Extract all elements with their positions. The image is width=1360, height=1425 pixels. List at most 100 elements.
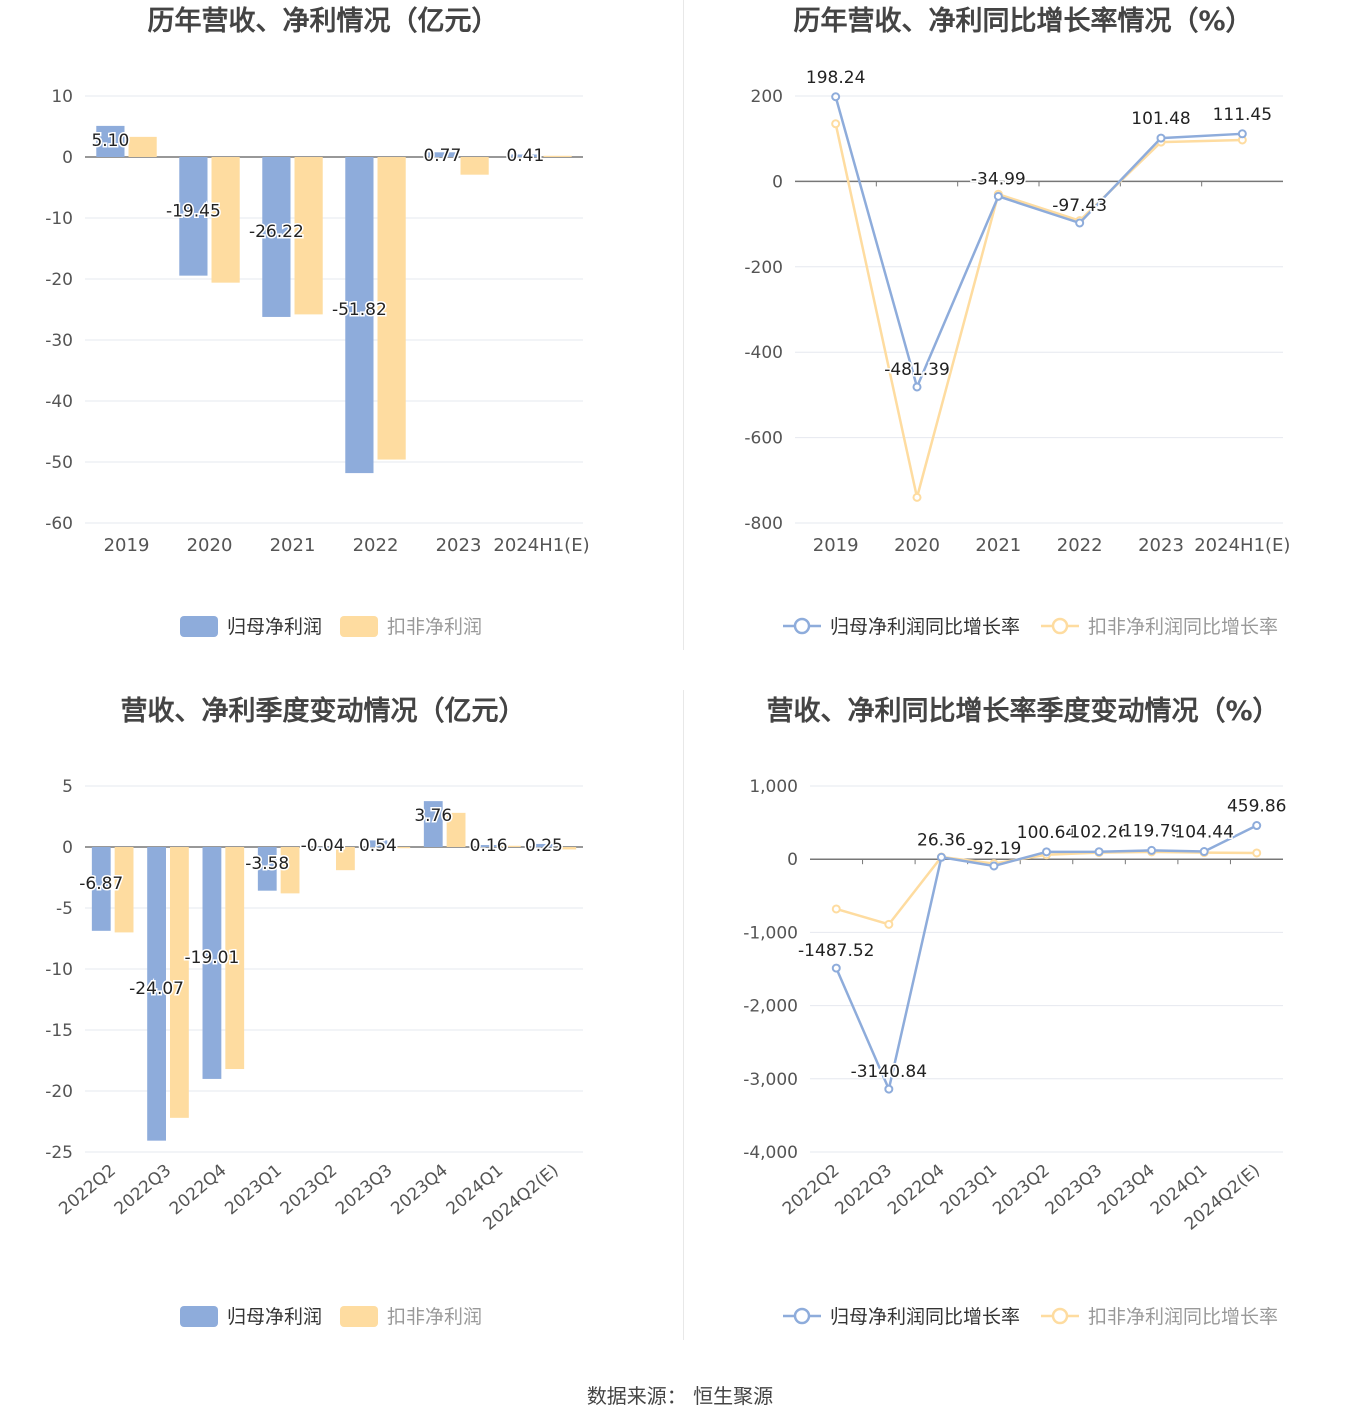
bar-deducted-net-profit — [280, 847, 300, 894]
bar-deducted-net-profit — [128, 136, 157, 157]
bar-parent-net-profit — [345, 157, 374, 474]
y-tick-label: -40 — [45, 392, 73, 412]
x-tick-label: 2022 — [353, 535, 399, 556]
point-parent-growth — [884, 1084, 894, 1094]
data-label: 3.76 — [414, 806, 452, 826]
x-tick-label: 2023Q3 — [1042, 1161, 1107, 1220]
point-parent-growth — [1042, 847, 1051, 857]
data-label: -3140.84 — [851, 1062, 927, 1082]
y-tick-label: 0 — [772, 172, 783, 192]
bar-deducted-net-profit — [502, 845, 521, 847]
annual-growth-chart: 历年营收、净利同比增长率情况（%） 200 0 -200 -400 -600 -800 201… — [680, 0, 1360, 690]
y-tick-label: -800 — [744, 514, 783, 534]
x-tick-label: 2023Q3 — [332, 1161, 397, 1220]
data-label: -34.99 — [971, 169, 1026, 189]
point-parent-growth — [1075, 218, 1085, 228]
x-tick-label: 2019 — [104, 535, 150, 556]
bar-deducted-net-profit — [446, 812, 466, 847]
bar-deducted-net-profit — [294, 157, 323, 315]
bar-parent-net-profit — [147, 847, 166, 1141]
series-line-parent-growth — [834, 96, 1243, 391]
x-tick-label: 2022Q3 — [111, 1161, 176, 1220]
legend-swatch — [1051, 1307, 1069, 1325]
point-deducted-growth — [912, 492, 922, 502]
legend-label: 归母净利润同比增长率 — [830, 616, 1020, 638]
y-tick-label: 10 — [51, 87, 73, 107]
x-tick-label: 2020 — [894, 535, 940, 556]
legend-swatch — [340, 616, 378, 637]
quarterly-profit-chart: 营收、净利季度变动情况（亿元） 5 0 -5 -10 -15 -20 -25 2022Q2 202… — [0, 690, 680, 1380]
point-parent-growth — [1156, 133, 1166, 143]
x-tick-label: 2019 — [813, 535, 859, 556]
x-tick-label: 2023Q2 — [989, 1161, 1054, 1220]
data-label: 111.45 — [1213, 105, 1272, 125]
point-parent-growth — [993, 191, 1003, 201]
y-tick-label: -200 — [744, 258, 783, 278]
legend-label: 扣非净利润 — [387, 1306, 482, 1328]
bar-parent-net-profit — [91, 847, 111, 931]
legend-swatch — [180, 616, 218, 637]
x-tick-label: 2022 — [1057, 535, 1103, 556]
chart-title: 营收、净利同比增长率季度变动情况（%） — [766, 695, 1279, 727]
x-tick-label: 2024H1(E) — [1194, 535, 1290, 556]
point-parent-growth — [831, 92, 841, 102]
data-label: 459.86 — [1227, 797, 1286, 817]
x-tick-label: 2023Q1 — [221, 1161, 286, 1220]
data-label: -19.45 — [166, 201, 221, 221]
point-deducted-growth — [831, 119, 841, 129]
bar-deducted-net-profit — [557, 847, 577, 850]
y-tick-label: -3,000 — [743, 1070, 798, 1090]
data-label: 5.10 — [91, 131, 129, 151]
bar-parent-net-profit — [534, 843, 554, 847]
legend-label: 扣非净利润同比增长率 — [1088, 1306, 1278, 1328]
y-tick-label: -20 — [45, 1082, 73, 1102]
data-label: 0.54 — [359, 836, 397, 856]
y-tick-label: -15 — [45, 1021, 73, 1041]
legend-swatch — [1051, 617, 1069, 635]
data-label: -3.58 — [245, 854, 289, 874]
y-tick-label: 1,000 — [749, 777, 798, 797]
point-deducted-growth — [1252, 848, 1262, 858]
bar-parent-net-profit — [368, 840, 388, 847]
legend-swatch — [793, 617, 811, 635]
point-parent-growth — [1199, 847, 1209, 857]
x-tick-label: 2022Q3 — [832, 1161, 897, 1220]
data-label: 0.77 — [423, 146, 461, 166]
bar-parent-net-profit — [179, 157, 208, 276]
y-tick-label: -4,000 — [743, 1143, 798, 1163]
point-parent-growth — [1094, 847, 1104, 857]
chart-title: 历年营收、净利同比增长率情况（%） — [793, 5, 1252, 37]
bar-deducted-net-profit — [225, 847, 245, 1070]
data-label: -51.82 — [332, 300, 387, 320]
data-label: 198.24 — [806, 68, 865, 88]
chart-svg: 营收、净利同比增长率季度变动情况（%） 1,000 0 -1,000 -2,000 -3,… — [743, 695, 1288, 1328]
y-tick-label: -600 — [744, 429, 783, 449]
y-tick-label: 0 — [787, 850, 798, 870]
y-tick-label: 0 — [62, 148, 73, 168]
data-label: -1487.52 — [798, 941, 874, 961]
data-label: -6.87 — [79, 874, 123, 894]
point-parent-growth — [1147, 845, 1157, 855]
data-label: 104.44 — [1174, 823, 1233, 843]
data-label: -481.39 — [884, 360, 950, 380]
data-label: -26.22 — [249, 222, 304, 242]
x-tick-label: 2023 — [1138, 535, 1184, 556]
legend-label: 归母净利润同比增长率 — [830, 1306, 1020, 1328]
x-tick-label: 2022Q2 — [55, 1161, 120, 1220]
x-tick-label: 2023Q1 — [937, 1161, 1002, 1220]
y-tick-label: -10 — [45, 960, 73, 980]
bar-parent-net-profit — [313, 847, 332, 848]
point-parent-growth — [831, 963, 841, 973]
data-label: -97.43 — [1052, 196, 1107, 216]
x-tick-label: 2023Q4 — [387, 1161, 452, 1220]
bar-deducted-net-profit — [170, 847, 189, 1118]
series-line-parent-growth — [835, 824, 1258, 1094]
x-tick-label: 2024H1(E) — [493, 535, 589, 556]
x-tick-label: 2022Q4 — [884, 1161, 949, 1220]
panel-divider — [683, 690, 684, 1340]
y-tick-label: -1,000 — [743, 923, 798, 943]
bar-deducted-net-profit — [377, 157, 406, 460]
panel-divider — [683, 0, 684, 650]
bar-parent-net-profit — [96, 125, 125, 157]
y-tick-label: -30 — [45, 331, 73, 351]
